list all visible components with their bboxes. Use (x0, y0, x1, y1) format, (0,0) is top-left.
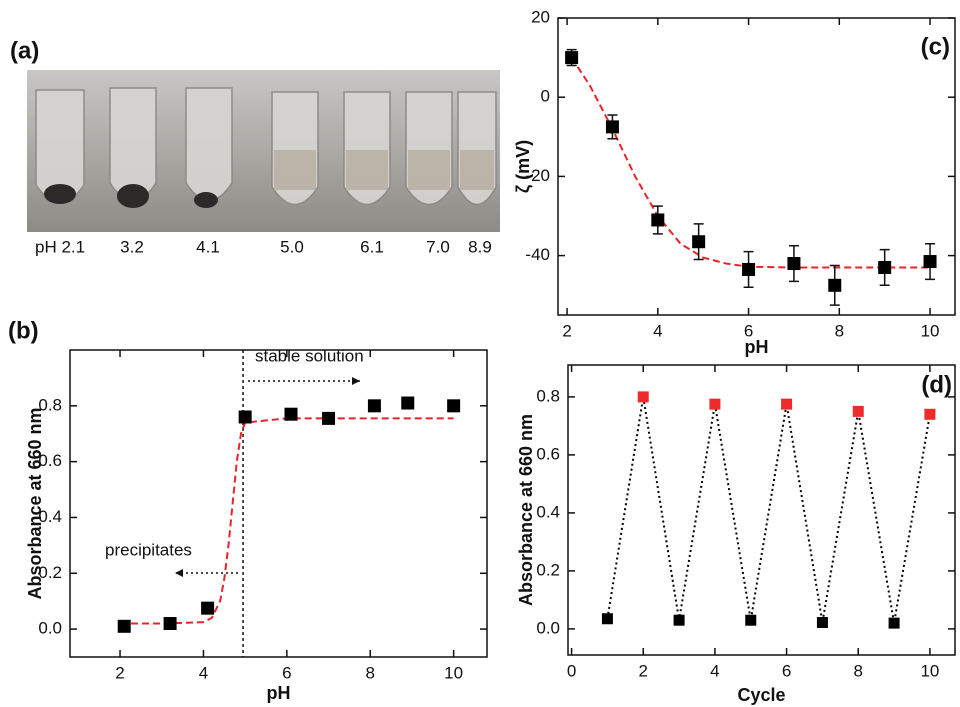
marker (692, 235, 706, 249)
tube-label: 7.0 (426, 237, 450, 256)
panel-label: (c) (921, 33, 950, 60)
plot-frame (557, 17, 956, 316)
y-tick-label: 0.4 (38, 507, 62, 526)
marker (163, 617, 177, 631)
precipitates (44, 184, 218, 208)
annotation: stable solution (255, 346, 364, 365)
tube-label: 6.1 (360, 237, 384, 256)
marker (201, 601, 215, 615)
tube-label: 5.0 (280, 237, 304, 256)
x-axis-label: pH (267, 683, 291, 703)
panel-label: (a) (10, 37, 39, 64)
marker (117, 619, 131, 633)
marker (601, 613, 613, 625)
marker (238, 410, 252, 424)
panel-label: (b) (8, 317, 39, 344)
fit-curve (570, 57, 931, 269)
marker (745, 614, 757, 626)
marker (878, 260, 892, 274)
y-tick-label: 0.0 (38, 619, 62, 638)
marker (787, 257, 801, 271)
marker (565, 51, 579, 65)
x-axis-label: Cycle (737, 685, 785, 705)
tube-label: 8.9 (468, 237, 492, 256)
x-tick-label: 8 (854, 661, 863, 680)
x-tick-label: 4 (653, 321, 662, 340)
y-axis-label: ζ (mV) (513, 140, 534, 193)
x-tick-label: 2 (115, 663, 124, 682)
x-tick-label: 6 (744, 321, 753, 340)
connecting-line (606, 396, 931, 624)
marker (828, 278, 842, 292)
fit-curve (120, 417, 454, 625)
x-tick-label: 6 (782, 661, 791, 680)
tube-label: 4.1 (196, 237, 220, 256)
marker (284, 407, 298, 421)
tube-label: 3.2 (120, 237, 144, 256)
marker (924, 408, 936, 420)
y-tick-label: 0 (541, 87, 550, 106)
marker (651, 213, 665, 227)
x-tick-label: 8 (366, 663, 375, 682)
x-tick-label: 2 (639, 661, 648, 680)
y-tick-label: 0.2 (38, 563, 62, 582)
x-tick-label: 0 (567, 661, 576, 680)
x-tick-label: 10 (444, 663, 463, 682)
y-tick-label: 0.6 (536, 444, 560, 463)
y-tick-label: 0.4 (536, 502, 560, 521)
solutions (274, 150, 494, 190)
tube-label: pH 2.1 (35, 237, 85, 256)
panel-label: (d) (921, 371, 952, 398)
marker (673, 614, 685, 626)
marker (852, 405, 864, 417)
marker (322, 411, 336, 425)
y-tick-label: -40 (525, 245, 550, 264)
marker (888, 617, 900, 629)
y-tick-label: 0.6 (38, 451, 62, 470)
marker (742, 262, 756, 276)
photo (27, 70, 500, 232)
y-tick-label: 0.8 (536, 386, 560, 405)
y-tick-label: 0.8 (38, 395, 62, 414)
marker (781, 398, 793, 410)
marker (637, 391, 649, 403)
x-tick-label: 4 (199, 663, 208, 682)
y-tick-label: 0.2 (536, 560, 560, 579)
x-tick-label: 2 (562, 321, 571, 340)
marker (923, 255, 937, 269)
y-axis-label: Absorbance at 660 nm (25, 407, 45, 599)
marker (605, 120, 619, 134)
x-tick-label: 6 (282, 663, 291, 682)
annotation: precipitates (105, 540, 192, 559)
marker (816, 617, 828, 629)
x-tick-label: 8 (835, 321, 844, 340)
marker (447, 399, 461, 413)
y-tick-label: 20 (531, 7, 550, 26)
x-tick-label: 10 (920, 661, 939, 680)
y-tick-label: -20 (525, 166, 550, 185)
arrow-head (352, 377, 360, 385)
plot-frame (567, 364, 956, 656)
marker (401, 396, 415, 410)
marker (367, 399, 381, 413)
y-axis-label: Absorbance at 660 nm (516, 414, 536, 606)
arrow-head (175, 569, 183, 577)
x-axis-label: pH (745, 337, 769, 357)
y-tick-label: 0.0 (536, 618, 560, 637)
x-tick-label: 10 (921, 321, 940, 340)
x-tick-label: 4 (710, 661, 719, 680)
plot-frame (69, 349, 488, 658)
marker (709, 398, 721, 410)
